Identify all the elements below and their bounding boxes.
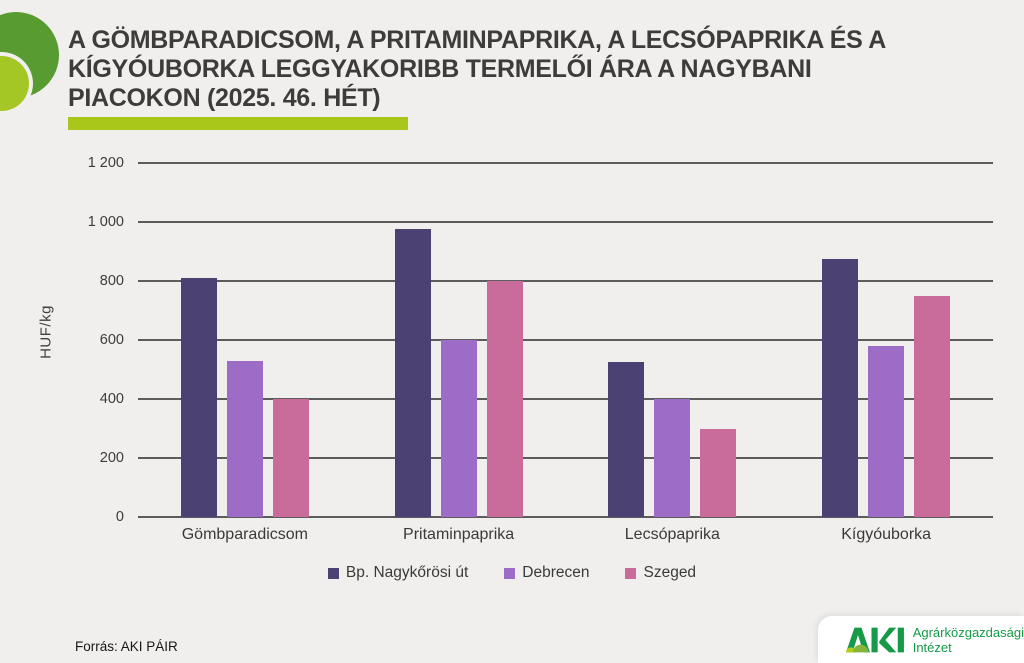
bar	[440, 340, 477, 517]
source-note: Forrás: AKI PÁIR	[75, 639, 178, 654]
page-title: A gömbparadicsom, a pritaminpaprika, a l…	[68, 26, 968, 113]
aki-logo-text: Agrárközgazdasági Intézet	[913, 625, 1024, 655]
bar	[226, 360, 263, 517]
legend-item: Szeged	[625, 564, 696, 582]
bar	[914, 295, 951, 517]
y-tick-label: 0	[115, 509, 124, 525]
legend-label: Debrecen	[522, 564, 590, 581]
y-tick-label: 1 200	[87, 155, 124, 171]
bar-group-2	[352, 163, 566, 517]
aki-logo-card: Agrárközgazdasági Intézet	[818, 616, 1024, 663]
bar	[868, 345, 905, 517]
aki-logo-name-line1: Agrárközgazdasági	[912, 624, 1024, 640]
plot-area: 0 200 400 600 800 1 000 1 200	[88, 155, 993, 525]
title-accent-bar	[68, 117, 408, 130]
title-line-2: kígyóuborka leggyakoribb termelői ára a …	[68, 55, 812, 83]
bar	[272, 399, 309, 517]
title-line-1: A gömbparadicsom, a pritaminpaprika, a l…	[68, 26, 886, 54]
gridline-400	[138, 397, 993, 400]
legend-label: Bp. Nagykőrösi út	[345, 564, 469, 581]
y-tick-label: 400	[99, 391, 124, 407]
legend-label: Szeged	[643, 564, 697, 581]
gridline-600	[138, 339, 993, 341]
bar-group-1	[138, 163, 352, 517]
legend-swatch-icon	[327, 567, 339, 579]
gridline-200	[138, 457, 993, 459]
y-tick-label: 200	[99, 450, 124, 466]
chart-legend: Bp. Nagykőrösi út Debrecen Szeged	[0, 564, 1024, 582]
gridline-1200	[138, 162, 993, 164]
bar-groups	[138, 163, 993, 517]
legend-swatch-icon	[504, 567, 516, 579]
bar	[486, 281, 523, 517]
bar	[394, 229, 431, 517]
y-tick-label: 1 000	[87, 214, 124, 230]
bar-group-3	[566, 163, 780, 517]
legend-item: Bp. Nagykőrösi út	[327, 564, 469, 582]
x-axis-labels: Gömbparadicsom Pritaminpaprika Lecsópaprik…	[138, 526, 993, 544]
y-tick-label: 600	[99, 332, 124, 348]
aki-logo-icon	[846, 627, 904, 652]
category-label: Gömbparadicsom	[181, 526, 309, 543]
y-tick-label: 800	[99, 273, 124, 289]
bar	[700, 428, 737, 517]
bar	[822, 258, 859, 517]
category-label: Kígyóuborka	[841, 526, 932, 543]
aki-logo-name-line2: Intézet	[912, 639, 952, 655]
category-label: Lecsópaprika	[624, 526, 720, 543]
gridline-800	[138, 279, 993, 282]
gridline-1000	[138, 220, 993, 223]
bar	[608, 362, 645, 517]
y-axis-title: HUF/kg	[37, 305, 55, 359]
bar	[654, 399, 691, 517]
title-line-3: piacokon (2025. 46. hét)	[68, 84, 381, 112]
bar-group-4	[779, 163, 993, 517]
category-label: Pritaminpaprika	[403, 526, 515, 543]
bar	[180, 278, 217, 517]
legend-swatch-icon	[625, 567, 637, 579]
legend-item: Debrecen	[504, 564, 589, 582]
gridline-0	[138, 516, 993, 518]
